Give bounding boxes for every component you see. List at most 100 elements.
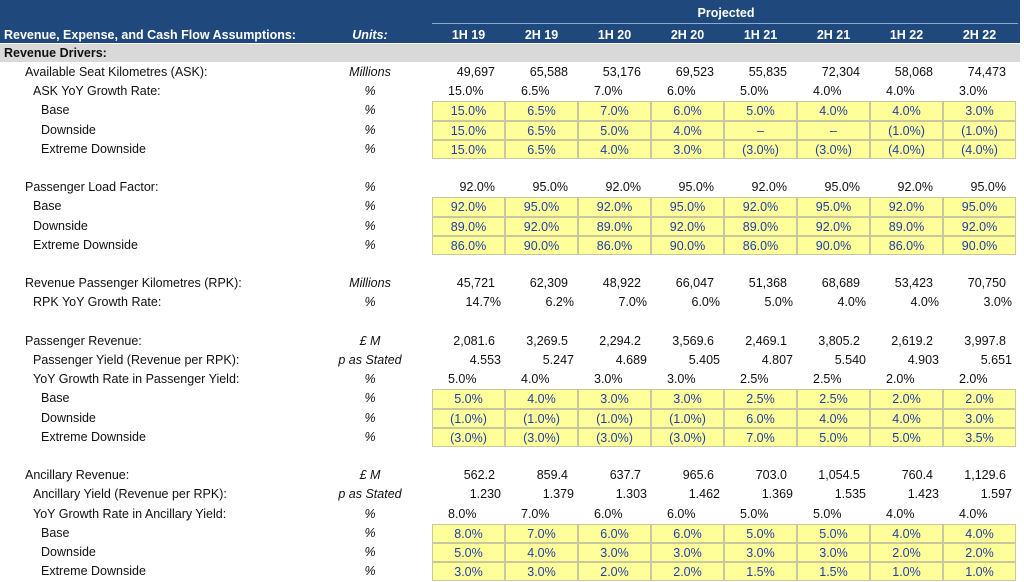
value-cell[interactable]: 58,068 (894, 65, 933, 79)
value-cell[interactable]: 7.0% (594, 84, 623, 99)
value-cell[interactable]: 4.553 (469, 353, 501, 367)
value-cell[interactable]: 2,619.2 (891, 333, 933, 348)
value-cell[interactable]: 51,368 (748, 276, 787, 291)
input-cell[interactable]: 90.0% (943, 235, 1016, 255)
input-cell[interactable]: 92.0% (870, 197, 943, 217)
value-cell[interactable]: 15.0% (448, 84, 484, 99)
value-cell[interactable]: 2,294.2 (599, 333, 641, 348)
input-cell[interactable]: (1.0%) (432, 408, 505, 428)
input-cell[interactable]: 5.0% (578, 120, 651, 140)
input-cell[interactable]: 90.0% (797, 235, 870, 255)
input-cell[interactable]: 92.0% (943, 216, 1016, 236)
value-cell[interactable]: 5.405 (688, 353, 720, 367)
input-cell[interactable]: 2.0% (943, 389, 1016, 409)
value-cell[interactable]: 66,047 (675, 276, 714, 291)
value-cell[interactable]: 49,697 (456, 65, 495, 79)
value-cell[interactable]: 92.0% (897, 180, 933, 195)
input-cell[interactable]: 2.0% (651, 562, 724, 582)
input-cell[interactable]: 3.0% (943, 408, 1016, 428)
input-cell[interactable]: (3.0%) (724, 139, 797, 159)
input-cell[interactable]: (1.0%) (651, 408, 724, 428)
input-cell[interactable]: 6.0% (651, 101, 724, 121)
input-cell[interactable]: (1.0%) (870, 120, 943, 140)
input-cell[interactable]: 15.0% (432, 120, 505, 140)
input-cell[interactable]: 15.0% (432, 101, 505, 121)
input-cell[interactable]: 89.0% (432, 216, 505, 236)
value-cell[interactable]: 4.0% (886, 84, 915, 99)
value-cell[interactable]: 1.379 (542, 487, 574, 502)
value-cell[interactable]: 68,689 (821, 276, 860, 291)
value-cell[interactable]: 48,922 (602, 276, 641, 291)
value-cell[interactable]: 55,835 (748, 65, 787, 79)
input-cell[interactable]: 92.0% (432, 197, 505, 217)
input-cell[interactable]: 95.0% (943, 197, 1016, 217)
input-cell[interactable]: 4.0% (943, 523, 1016, 543)
input-cell[interactable]: 89.0% (870, 216, 943, 236)
input-cell[interactable]: 4.0% (797, 408, 870, 428)
input-cell[interactable]: 7.0% (505, 523, 578, 543)
input-cell[interactable]: – (724, 120, 797, 140)
value-cell[interactable]: 4.0% (886, 506, 915, 521)
input-cell[interactable]: 7.0% (578, 101, 651, 121)
value-cell[interactable]: 2.0% (886, 372, 915, 387)
input-cell[interactable]: 5.0% (432, 543, 505, 563)
input-cell[interactable]: 92.0% (578, 197, 651, 217)
input-cell[interactable]: 4.0% (505, 543, 578, 563)
input-cell[interactable]: 89.0% (578, 216, 651, 236)
value-cell[interactable]: 6.5% (521, 84, 550, 99)
input-cell[interactable]: 95.0% (797, 197, 870, 217)
input-cell[interactable]: 3.0% (651, 139, 724, 159)
value-cell[interactable]: 95.0% (532, 180, 568, 195)
value-cell[interactable]: 7.0% (521, 506, 550, 521)
value-cell[interactable]: 5.0% (448, 372, 477, 387)
value-cell[interactable]: 74,473 (967, 65, 1006, 79)
value-cell[interactable]: 1.230 (469, 487, 501, 502)
input-cell[interactable]: 3.0% (797, 543, 870, 563)
value-cell[interactable]: 53,423 (894, 276, 933, 291)
value-cell[interactable]: 2,469.1 (745, 333, 787, 348)
value-cell[interactable]: 2,081.6 (453, 333, 495, 348)
input-cell[interactable]: 2.0% (870, 543, 943, 563)
input-cell[interactable]: 95.0% (651, 197, 724, 217)
value-cell[interactable]: 3.0% (959, 84, 988, 99)
value-cell[interactable]: 53,176 (602, 65, 641, 79)
input-cell[interactable]: 3.0% (505, 562, 578, 582)
value-cell[interactable]: 1.597 (980, 487, 1012, 502)
input-cell[interactable]: 89.0% (724, 216, 797, 236)
value-cell[interactable]: 562.2 (463, 468, 495, 483)
input-cell[interactable]: (3.0%) (432, 427, 505, 447)
value-cell[interactable]: 6.2% (545, 295, 575, 310)
input-cell[interactable]: 8.0% (432, 523, 505, 543)
value-cell[interactable]: 95.0% (678, 180, 714, 195)
input-cell[interactable]: 6.5% (505, 101, 578, 121)
value-cell[interactable]: 45,721 (456, 276, 495, 291)
value-cell[interactable]: 4.0% (837, 295, 867, 310)
input-cell[interactable]: 86.0% (724, 235, 797, 255)
input-cell[interactable]: (3.0%) (505, 427, 578, 447)
input-cell[interactable]: (4.0%) (870, 139, 943, 159)
value-cell[interactable]: 4.0% (959, 506, 988, 521)
value-cell[interactable]: 5.0% (740, 506, 769, 521)
value-cell[interactable]: 95.0% (970, 180, 1006, 195)
input-cell[interactable]: 3.0% (943, 101, 1016, 121)
value-cell[interactable]: 1,129.6 (964, 468, 1006, 483)
value-cell[interactable]: 4.903 (907, 353, 939, 367)
input-cell[interactable]: 92.0% (651, 216, 724, 236)
value-cell[interactable]: 3.0% (667, 372, 696, 387)
input-cell[interactable]: 92.0% (505, 216, 578, 236)
input-cell[interactable]: 4.0% (578, 139, 651, 159)
input-cell[interactable]: – (797, 120, 870, 140)
value-cell[interactable]: 1.369 (761, 487, 793, 502)
value-cell[interactable]: 6.0% (691, 295, 721, 310)
input-cell[interactable]: 3.0% (432, 562, 505, 582)
input-cell[interactable]: 86.0% (870, 235, 943, 255)
input-cell[interactable]: 6.0% (651, 523, 724, 543)
value-cell[interactable]: 4.807 (761, 353, 793, 367)
value-cell[interactable]: 5.651 (980, 353, 1012, 367)
value-cell[interactable]: 703.0 (755, 468, 787, 483)
value-cell[interactable]: 1.535 (834, 487, 866, 502)
input-cell[interactable]: (1.0%) (578, 408, 651, 428)
value-cell[interactable]: 3,805.2 (818, 333, 860, 348)
value-cell[interactable]: 5.0% (764, 295, 794, 310)
input-cell[interactable]: 4.0% (870, 523, 943, 543)
